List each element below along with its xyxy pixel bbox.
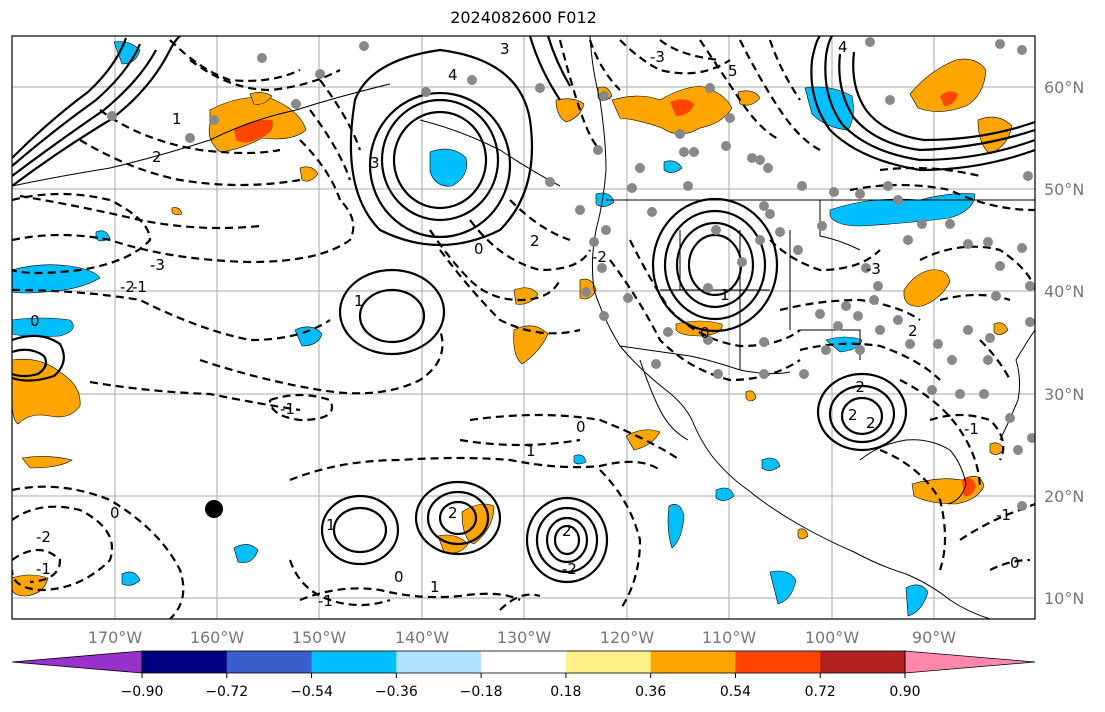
lat-label: 50°N [1044,180,1084,199]
coastlines [12,36,1035,619]
lon-label: 130°W [497,628,552,647]
svg-text:-3: -3 [650,48,665,66]
svg-text:3: 3 [370,154,380,172]
svg-text:2: 2 [848,406,858,424]
svg-text:0: 0 [474,240,484,258]
lon-label: 110°W [702,628,757,647]
station-markers [107,37,1035,511]
colorbar-segment [226,651,313,673]
svg-text:-1: -1 [36,560,51,578]
lat-label: 40°N [1044,282,1084,301]
svg-text:0: 0 [110,504,120,522]
lon-label: 140°W [395,628,450,647]
colorbar-tick-label: −0.36 [375,684,418,700]
colorbar-segment [396,651,482,673]
latitude-labels: 60°N 50°N 40°N 30°N 20°N 10°N [1044,78,1084,608]
colorbar-tick-label: 0.72 [805,684,836,700]
colorbar-segment [735,651,821,673]
svg-text:-2: -2 [36,528,51,546]
svg-text:1: 1 [354,292,364,310]
lon-label: 150°W [292,628,347,647]
svg-text:2: 2 [152,148,162,166]
svg-text:-1: -1 [280,400,295,418]
svg-text:1: 1 [430,578,440,596]
colorbar-tick-label: 0.18 [550,684,581,700]
svg-text:4: 4 [838,38,848,56]
svg-text:1: 1 [720,286,730,304]
svg-text:0: 0 [394,568,404,586]
lat-label: 10°N [1044,589,1084,608]
map-title: 2024082600 F012 [450,8,597,27]
longitude-labels: 170°W 160°W 150°W 140°W 130°W 120°W 110°… [88,628,956,647]
colorbar-segment [311,651,397,673]
colorbar-tick-label: 0.90 [889,684,920,700]
lon-label: 160°W [190,628,245,647]
lat-label: 20°N [1044,487,1084,506]
colorbar-tick-label: −0.18 [460,684,503,700]
colorbar-tick-label: −0.54 [290,684,333,700]
svg-text:4: 4 [448,66,458,84]
colorbar-segment [142,651,228,673]
colorbar-segment [650,651,736,673]
svg-text:-2: -2 [562,560,577,578]
colorbar-extension-high [904,650,1036,674]
colorbar-segment [565,651,652,673]
svg-text:-1: -1 [996,506,1011,524]
svg-text:2: 2 [530,232,540,250]
svg-text:2: 2 [866,414,876,432]
svg-text:-2: -2 [850,378,865,396]
colorbar: −0.90 −0.72 −0.54 −0.36 −0.18 0.18 0.36 0.54 0.7… [11,650,1036,700]
colorbar-frame [141,650,906,674]
colorbar-segment [820,651,906,673]
colorbar-tick-label: −0.72 [205,684,248,700]
lat-label: 30°N [1044,385,1084,404]
svg-text:-3: -3 [150,256,165,274]
svg-text:5: 5 [728,62,738,80]
map-frame [11,35,1036,620]
svg-text:2: 2 [562,522,572,540]
colorbar-tick-label: −0.90 [121,684,164,700]
colorbar-tick-label: 0.36 [635,684,666,700]
svg-text:-1: -1 [132,278,147,296]
svg-text:2: 2 [448,504,458,522]
lon-label: 120°W [600,628,655,647]
svg-text:3: 3 [500,40,510,58]
svg-text:0: 0 [1010,554,1020,572]
svg-text:0: 0 [700,324,710,342]
svg-text:-3: -3 [866,260,881,278]
svg-text:1: 1 [326,516,336,534]
svg-text:-2: -2 [120,278,135,296]
lon-label: 170°W [88,628,143,647]
lon-label: 100°W [805,628,860,647]
svg-text:1: 1 [526,442,536,460]
svg-text:2: 2 [908,322,918,340]
svg-text:0: 0 [30,312,40,330]
svg-text:1: 1 [172,110,182,128]
strong-positive-shading [234,91,976,497]
lat-label: 60°N [1044,78,1084,97]
location-marker [205,500,223,518]
contour-labels: 4 3 2 1 0 -1 -2 -3 -1 -2 1 0 -1 0 1 2 1 … [30,38,1020,610]
lon-label: 90°W [912,628,956,647]
gridlines [12,36,1035,619]
colorbar-tick-label: 0.54 [720,684,751,700]
colorbar-extension-low [11,650,143,674]
colorbar-segment [481,651,567,673]
negative-shading [12,41,976,617]
svg-text:-1: -1 [964,420,979,438]
svg-text:0: 0 [576,418,586,436]
solid-contours [12,36,1035,584]
svg-text:-1: -1 [318,592,333,610]
svg-text:-2: -2 [592,248,607,266]
